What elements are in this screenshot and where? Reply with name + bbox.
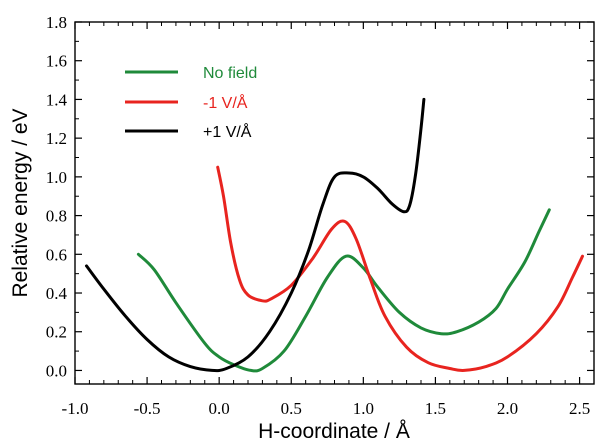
legend-label: No field bbox=[203, 65, 257, 82]
y-tick-label: 0.4 bbox=[46, 284, 68, 303]
x-tick-label: 0.0 bbox=[209, 399, 230, 418]
x-tick-label: 2.5 bbox=[569, 399, 590, 418]
x-tick-label: 2.0 bbox=[497, 399, 518, 418]
series-lines bbox=[85, 97, 584, 373]
legend: No field -1 V/Å +1 V/Å bbox=[125, 65, 257, 141]
x-tick-label: -0.5 bbox=[134, 399, 161, 418]
y-tick-label: 1.2 bbox=[46, 129, 67, 148]
x-tick-label: 0.5 bbox=[281, 399, 302, 418]
y-axis-title: Relative energy / eV bbox=[9, 108, 32, 297]
y-tick-label: 0.6 bbox=[46, 245, 67, 264]
x-axis-title: H-coordinate / Å bbox=[258, 420, 410, 443]
x-tick-label: -1.0 bbox=[62, 399, 89, 418]
series-line-0 bbox=[136, 208, 551, 373]
y-tick-label: 1.6 bbox=[46, 52, 67, 71]
y-tick-label: 0.0 bbox=[46, 361, 67, 380]
y-tick-label: 0.8 bbox=[46, 207, 67, 226]
y-axis-ticks: 0.0 0.2 0.4 0.6 0.8 1.0 1.2 1.4 1.6 1.8 bbox=[46, 13, 594, 380]
x-tick-label: 1.5 bbox=[425, 399, 446, 418]
legend-label: +1 V/Å bbox=[203, 122, 252, 141]
series-line-2 bbox=[85, 97, 426, 373]
x-tick-label: 1.0 bbox=[353, 399, 374, 418]
plot-frame bbox=[74, 21, 595, 385]
series-line-1 bbox=[216, 165, 584, 372]
x-axis-ticks: -1.0 -0.5 0.0 0.5 1.0 1.5 2.0 2.5 bbox=[62, 22, 590, 418]
y-tick-label: 0.2 bbox=[46, 323, 67, 342]
y-tick-label: 1.0 bbox=[46, 168, 67, 187]
y-tick-label: 1.4 bbox=[46, 90, 68, 109]
legend-label: -1 V/Å bbox=[203, 93, 248, 112]
y-tick-label: 1.8 bbox=[46, 13, 67, 32]
